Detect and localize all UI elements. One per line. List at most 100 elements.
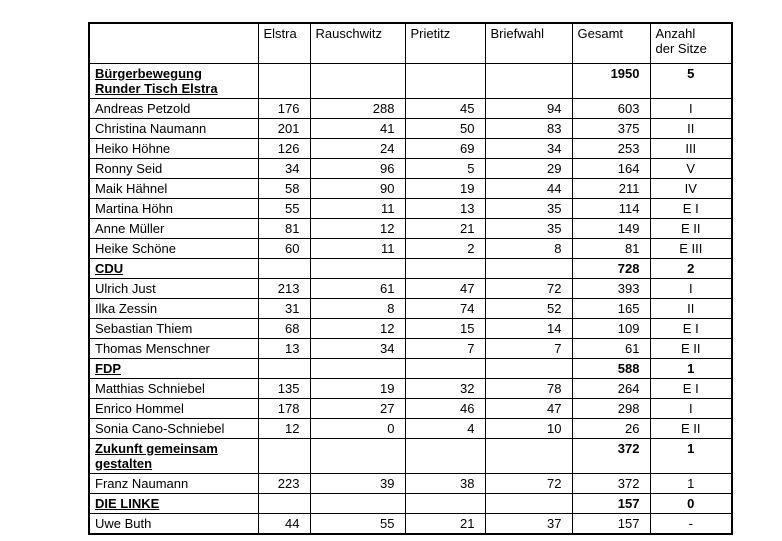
votes-prietitz: 38	[404, 472, 486, 494]
row-name: Zukunft gemeinsam gestalten	[88, 437, 259, 474]
votes-briefwahl: 35	[484, 197, 573, 219]
row-name: Bürgerbewegung Runder Tisch Elstra	[88, 62, 259, 99]
header-anzahl-der-sitze: Anzahl der Sitze	[649, 22, 733, 64]
party-row: CDU 728 2	[88, 257, 733, 279]
header-rauschwitz: Rauschwitz	[309, 22, 406, 64]
votes-rauschwitz: 61	[309, 277, 406, 299]
votes-gesamt: 157	[571, 492, 651, 514]
candidate-row: Sebastian Thiem 68 12 15 14 109 E I	[88, 317, 733, 339]
votes-gesamt: 1950	[571, 62, 651, 99]
votes-briefwahl: 72	[484, 277, 573, 299]
seat-number: E II	[649, 417, 733, 439]
votes-briefwahl: 83	[484, 117, 573, 139]
votes-elstra: 213	[257, 277, 311, 299]
votes-prietitz: 4	[404, 417, 486, 439]
votes-gesamt: 211	[571, 177, 651, 199]
seat-number: V	[649, 157, 733, 179]
votes-elstra: 60	[257, 237, 311, 259]
votes-prietitz	[404, 62, 486, 99]
votes-rauschwitz: 55	[309, 512, 406, 534]
votes-prietitz: 50	[404, 117, 486, 139]
votes-briefwahl: 10	[484, 417, 573, 439]
seat-number: 1	[649, 437, 733, 474]
row-name: Maik Hähnel	[88, 177, 259, 199]
votes-rauschwitz: 96	[309, 157, 406, 179]
election-results-table: Elstra Rauschwitz Prietitz Briefwahl Ges…	[88, 22, 733, 535]
row-name: FDP	[88, 357, 259, 379]
seat-number: 1	[649, 357, 733, 379]
votes-gesamt: 61	[571, 337, 651, 359]
candidate-row: Heiko Höhne 126 24 69 34 253 III	[88, 137, 733, 159]
seat-number: -	[649, 512, 733, 534]
row-name: Ilka Zessin	[88, 297, 259, 319]
votes-rauschwitz: 0	[309, 417, 406, 439]
candidate-row: Franz Naumann 223 39 38 72 372 1	[88, 472, 733, 494]
votes-gesamt: 298	[571, 397, 651, 419]
votes-elstra: 58	[257, 177, 311, 199]
votes-elstra: 68	[257, 317, 311, 339]
votes-briefwahl	[484, 257, 573, 279]
votes-gesamt: 149	[571, 217, 651, 239]
seat-number: I	[649, 277, 733, 299]
seat-number: E III	[649, 237, 733, 259]
votes-prietitz: 15	[404, 317, 486, 339]
votes-briefwahl: 34	[484, 137, 573, 159]
votes-prietitz: 74	[404, 297, 486, 319]
seat-number: II	[649, 297, 733, 319]
votes-rauschwitz: 8	[309, 297, 406, 319]
candidate-row: Matthias Schniebel 135 19 32 78 264 E I	[88, 377, 733, 399]
votes-prietitz: 45	[404, 97, 486, 119]
votes-elstra: 201	[257, 117, 311, 139]
votes-prietitz: 7	[404, 337, 486, 359]
votes-prietitz: 69	[404, 137, 486, 159]
votes-briefwahl: 47	[484, 397, 573, 419]
table-header-row: Elstra Rauschwitz Prietitz Briefwahl Ges…	[88, 22, 733, 64]
votes-prietitz: 47	[404, 277, 486, 299]
row-name: Andreas Petzold	[88, 97, 259, 119]
votes-gesamt: 253	[571, 137, 651, 159]
votes-prietitz: 19	[404, 177, 486, 199]
votes-elstra: 223	[257, 472, 311, 494]
votes-prietitz	[404, 257, 486, 279]
row-name: Matthias Schniebel	[88, 377, 259, 399]
votes-gesamt: 588	[571, 357, 651, 379]
votes-gesamt: 372	[571, 437, 651, 474]
row-name: Anne Müller	[88, 217, 259, 239]
candidate-row: Ilka Zessin 31 8 74 52 165 II	[88, 297, 733, 319]
row-name: Ronny Seid	[88, 157, 259, 179]
seat-number: II	[649, 117, 733, 139]
row-name: DIE LINKE	[88, 492, 259, 514]
row-name: Heiko Höhne	[88, 137, 259, 159]
votes-briefwahl: 44	[484, 177, 573, 199]
votes-elstra: 31	[257, 297, 311, 319]
header-empty	[88, 22, 259, 64]
votes-rauschwitz	[309, 492, 406, 514]
votes-elstra	[257, 437, 311, 474]
votes-briefwahl: 94	[484, 97, 573, 119]
seat-number: E I	[649, 377, 733, 399]
seat-number: I	[649, 397, 733, 419]
header-briefwahl: Briefwahl	[484, 22, 573, 64]
votes-gesamt: 109	[571, 317, 651, 339]
candidate-row: Sonia Cano-Schniebel 12 0 4 10 26 E II	[88, 417, 733, 439]
candidate-row: Enrico Hommel 178 27 46 47 298 I	[88, 397, 733, 419]
row-name: Heike Schöne	[88, 237, 259, 259]
votes-gesamt: 264	[571, 377, 651, 399]
header-prietitz: Prietitz	[404, 22, 486, 64]
votes-gesamt: 157	[571, 512, 651, 534]
votes-briefwahl	[484, 437, 573, 474]
candidate-row: Martina Höhn 55 11 13 35 114 E I	[88, 197, 733, 219]
seat-number: III	[649, 137, 733, 159]
candidate-row: Ulrich Just 213 61 47 72 393 I	[88, 277, 733, 299]
votes-elstra: 13	[257, 337, 311, 359]
candidate-row: Uwe Buth 44 55 21 37 157 -	[88, 512, 733, 534]
party-row: Bürgerbewegung Runder Tisch Elstra 1950 …	[88, 62, 733, 99]
votes-rauschwitz	[309, 437, 406, 474]
votes-gesamt: 26	[571, 417, 651, 439]
votes-elstra: 126	[257, 137, 311, 159]
votes-rauschwitz: 24	[309, 137, 406, 159]
candidate-row: Andreas Petzold 176 288 45 94 603 I	[88, 97, 733, 119]
votes-prietitz: 13	[404, 197, 486, 219]
votes-rauschwitz: 34	[309, 337, 406, 359]
